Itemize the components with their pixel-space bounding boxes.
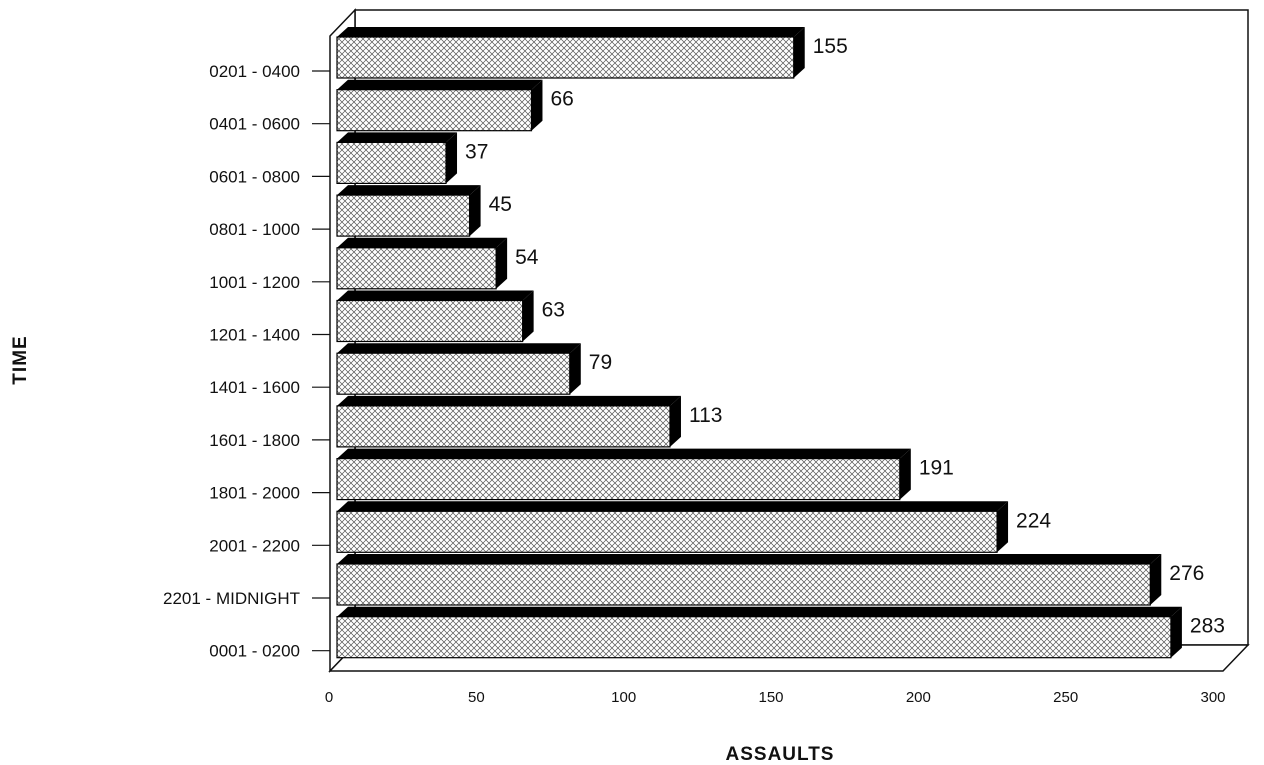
y-tick-label: 2201 - MIDNIGHT — [163, 589, 300, 608]
bar-2: 66 — [336, 79, 574, 132]
bar-1: 155 — [336, 27, 848, 79]
y-tick-label: 0801 - 1000 — [209, 220, 300, 239]
bar-5: 54 — [336, 237, 539, 290]
bar-top-face — [337, 237, 508, 248]
bar-top-face — [337, 185, 481, 196]
x-tick-label: 250 — [1053, 689, 1078, 706]
bar-value-label: 155 — [813, 35, 848, 58]
bar-side-face — [446, 132, 458, 184]
bar-value-label: 224 — [1016, 509, 1051, 532]
bar-12: 283 — [336, 606, 1225, 659]
y-tick-labels: 0201 - 0400 0401 - 0600 0601 - 0800 0801 - … — [163, 62, 330, 661]
bar-value-label: 66 — [550, 88, 573, 111]
bar-side-face — [496, 237, 508, 289]
x-tick-label: 0 — [325, 689, 333, 706]
bar-front-face — [336, 299, 524, 343]
bar-top-face — [337, 132, 458, 143]
bar-group: 155 66 37 45 54 63 79 113 191 224 276 283 — [336, 27, 1225, 659]
y-tick-label: 0601 - 0800 — [209, 167, 300, 186]
bar-front-face — [336, 194, 471, 237]
bar-top-face — [337, 606, 1182, 617]
bar-side-face — [1170, 606, 1182, 658]
bar-side-face — [1150, 554, 1162, 605]
x-tick-label: 150 — [758, 689, 783, 706]
bar-top-face — [337, 448, 911, 459]
y-tick-label: 0401 - 0600 — [209, 115, 300, 134]
x-tick-label: 100 — [611, 689, 636, 706]
y-tick-label: 2001 - 2200 — [209, 536, 300, 555]
bar-top-face — [337, 79, 543, 90]
bar-value-label: 191 — [919, 457, 954, 480]
bar-side-face — [899, 448, 911, 500]
y-axis-title: TIME — [10, 335, 31, 384]
bar-value-label: 45 — [489, 193, 512, 216]
bar-11: 276 — [336, 554, 1204, 606]
bar-front-face — [336, 247, 497, 290]
bar-value-label: 283 — [1190, 615, 1225, 638]
bar-top-face — [337, 395, 681, 406]
y-tick-label: 1601 - 1800 — [209, 431, 300, 450]
bar-side-face — [531, 79, 543, 131]
bar-top-face — [337, 501, 1009, 512]
bar-side-face — [469, 185, 481, 237]
bar-side-face — [522, 290, 534, 342]
bar-value-label: 276 — [1169, 562, 1204, 585]
bar-value-label: 54 — [515, 246, 539, 269]
bar-6: 63 — [336, 290, 565, 343]
bar-front-face — [336, 616, 1172, 659]
bar-front-face — [336, 89, 533, 132]
bar-top-face — [337, 27, 805, 37]
bar-8: 113 — [336, 395, 722, 448]
bar-front-face — [336, 36, 795, 79]
y-tick-label: 0001 - 0200 — [209, 642, 300, 661]
bar-4: 45 — [336, 185, 512, 237]
x-tick-label: 300 — [1200, 689, 1225, 706]
x-tick-label: 50 — [468, 689, 485, 706]
bar-value-label: 79 — [589, 351, 612, 374]
bar-front-face — [336, 405, 671, 448]
bar-value-label: 63 — [542, 299, 565, 322]
bar-top-face — [337, 343, 581, 354]
x-tick-label: 200 — [906, 689, 931, 706]
bar-side-face — [997, 501, 1009, 553]
bar-front-face — [336, 352, 571, 395]
bar-9: 191 — [336, 448, 954, 501]
y-tick-label: 1001 - 1200 — [209, 273, 300, 292]
bar-value-label: 37 — [465, 140, 488, 163]
y-tick-label: 1801 - 2000 — [209, 484, 300, 503]
bar-top-face — [337, 290, 534, 301]
x-tick-labels: 0 50 100 150 200 250 300 — [325, 689, 1226, 706]
y-tick-label: 0201 - 0400 — [209, 62, 300, 81]
bar-side-face — [669, 395, 681, 447]
bar-side-face — [569, 343, 581, 395]
bar-front-face — [336, 510, 998, 553]
y-tick-label: 1401 - 1600 — [209, 378, 300, 397]
bar-front-face — [336, 458, 901, 501]
bar-top-face — [337, 554, 1162, 564]
x-axis-title: ASSAULTS — [726, 744, 835, 765]
bar-front-face — [336, 563, 1151, 606]
bar-7: 79 — [336, 343, 612, 395]
y-tick-label: 1201 - 1400 — [209, 326, 300, 345]
bar-front-face — [336, 141, 447, 184]
bar-10: 224 — [336, 501, 1051, 553]
bar-value-label: 113 — [689, 404, 722, 427]
bar-side-face — [793, 27, 805, 78]
bar-3: 37 — [336, 132, 488, 184]
